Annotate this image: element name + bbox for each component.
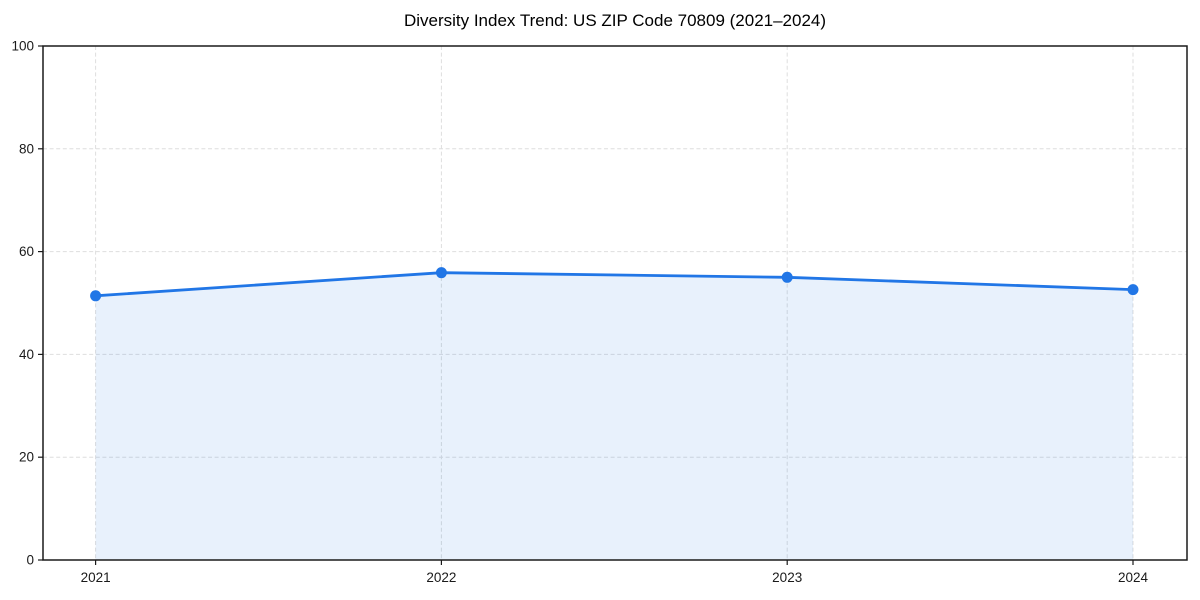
area-fill <box>95 272 1134 560</box>
x-tick-label: 2023 <box>772 570 802 585</box>
x-tick-label: 2024 <box>1118 570 1149 585</box>
data-point-2022 <box>435 267 447 279</box>
x-tick-label: 2022 <box>426 570 456 585</box>
y-tick-label: 60 <box>19 244 34 259</box>
y-tick-label: 0 <box>26 553 34 568</box>
chart-title: Diversity Index Trend: US ZIP Code 70809… <box>404 11 826 30</box>
plot-border <box>42 45 1188 561</box>
spine-layer <box>42 45 1188 561</box>
area-layer <box>95 272 1134 560</box>
marker-layer <box>90 267 1139 302</box>
y-tick-label: 40 <box>19 347 34 362</box>
data-point-2023 <box>781 271 793 283</box>
line-layer <box>94 271 1135 298</box>
x-tick-label: 2021 <box>81 570 111 585</box>
y-tick-label: 20 <box>19 450 34 465</box>
y-tick-label: 80 <box>19 141 34 156</box>
data-point-2024 <box>1127 284 1139 296</box>
data-point-2021 <box>90 290 102 302</box>
tick-layer <box>38 45 1134 565</box>
y-tick-label: 100 <box>11 39 34 54</box>
trend-line <box>94 271 1135 298</box>
x-tick-labels: 2021 2022 2023 2024 <box>81 570 1149 585</box>
y-tick-labels: 0 20 40 60 80 100 <box>11 39 34 568</box>
